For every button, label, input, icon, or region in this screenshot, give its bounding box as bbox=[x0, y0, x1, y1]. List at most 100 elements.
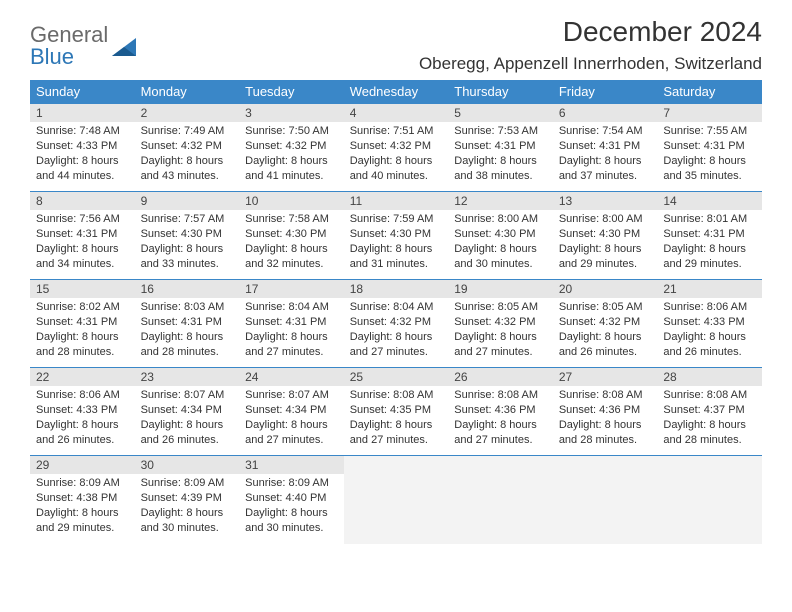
weekday-header: Saturday bbox=[657, 80, 762, 104]
calendar-cell: 8Sunrise: 7:56 AMSunset: 4:31 PMDaylight… bbox=[30, 192, 135, 280]
day-body: Sunrise: 7:58 AMSunset: 4:30 PMDaylight:… bbox=[239, 210, 344, 277]
calendar-cell: 1Sunrise: 7:48 AMSunset: 4:33 PMDaylight… bbox=[30, 104, 135, 192]
calendar-cell: 26Sunrise: 8:08 AMSunset: 4:36 PMDayligh… bbox=[448, 368, 553, 456]
day-body: Sunrise: 7:50 AMSunset: 4:32 PMDaylight:… bbox=[239, 122, 344, 189]
calendar-cell: .. bbox=[657, 456, 762, 544]
day-number: 24 bbox=[239, 368, 344, 386]
weekday-header: Monday bbox=[135, 80, 240, 104]
day-number: 26 bbox=[448, 368, 553, 386]
logo-triangle-icon bbox=[110, 32, 142, 60]
day-body: Sunrise: 7:56 AMSunset: 4:31 PMDaylight:… bbox=[30, 210, 135, 277]
calendar-cell: 4Sunrise: 7:51 AMSunset: 4:32 PMDaylight… bbox=[344, 104, 449, 192]
calendar-cell: 24Sunrise: 8:07 AMSunset: 4:34 PMDayligh… bbox=[239, 368, 344, 456]
day-body: Sunrise: 8:07 AMSunset: 4:34 PMDaylight:… bbox=[239, 386, 344, 453]
calendar-cell: 16Sunrise: 8:03 AMSunset: 4:31 PMDayligh… bbox=[135, 280, 240, 368]
calendar-cell: 15Sunrise: 8:02 AMSunset: 4:31 PMDayligh… bbox=[30, 280, 135, 368]
day-number: 14 bbox=[657, 192, 762, 210]
calendar-cell: 5Sunrise: 7:53 AMSunset: 4:31 PMDaylight… bbox=[448, 104, 553, 192]
weekday-header: Tuesday bbox=[239, 80, 344, 104]
calendar-cell: 31Sunrise: 8:09 AMSunset: 4:40 PMDayligh… bbox=[239, 456, 344, 544]
day-number: 9 bbox=[135, 192, 240, 210]
day-number: 29 bbox=[30, 456, 135, 474]
day-number: 8 bbox=[30, 192, 135, 210]
day-body: Sunrise: 7:55 AMSunset: 4:31 PMDaylight:… bbox=[657, 122, 762, 189]
day-number: 12 bbox=[448, 192, 553, 210]
calendar-cell: 25Sunrise: 8:08 AMSunset: 4:35 PMDayligh… bbox=[344, 368, 449, 456]
calendar-cell: .. bbox=[344, 456, 449, 544]
day-number: 18 bbox=[344, 280, 449, 298]
day-number: 6 bbox=[553, 104, 658, 122]
calendar-cell: .. bbox=[448, 456, 553, 544]
day-body: Sunrise: 8:06 AMSunset: 4:33 PMDaylight:… bbox=[657, 298, 762, 365]
header: General Blue December 2024 Oberegg, Appe… bbox=[30, 16, 762, 74]
weekday-header: Wednesday bbox=[344, 80, 449, 104]
calendar-cell: 12Sunrise: 8:00 AMSunset: 4:30 PMDayligh… bbox=[448, 192, 553, 280]
day-number: 16 bbox=[135, 280, 240, 298]
day-number: 21 bbox=[657, 280, 762, 298]
calendar-cell: 30Sunrise: 8:09 AMSunset: 4:39 PMDayligh… bbox=[135, 456, 240, 544]
day-body: Sunrise: 7:48 AMSunset: 4:33 PMDaylight:… bbox=[30, 122, 135, 189]
calendar-cell: 20Sunrise: 8:05 AMSunset: 4:32 PMDayligh… bbox=[553, 280, 658, 368]
calendar-cell: 3Sunrise: 7:50 AMSunset: 4:32 PMDaylight… bbox=[239, 104, 344, 192]
location: Oberegg, Appenzell Innerrhoden, Switzerl… bbox=[419, 54, 762, 74]
day-body: Sunrise: 7:51 AMSunset: 4:32 PMDaylight:… bbox=[344, 122, 449, 189]
calendar-cell: 10Sunrise: 7:58 AMSunset: 4:30 PMDayligh… bbox=[239, 192, 344, 280]
calendar-cell: 9Sunrise: 7:57 AMSunset: 4:30 PMDaylight… bbox=[135, 192, 240, 280]
calendar-row: 1Sunrise: 7:48 AMSunset: 4:33 PMDaylight… bbox=[30, 104, 762, 192]
day-body: Sunrise: 8:09 AMSunset: 4:38 PMDaylight:… bbox=[30, 474, 135, 541]
weekday-header: Friday bbox=[553, 80, 658, 104]
day-body: Sunrise: 8:04 AMSunset: 4:32 PMDaylight:… bbox=[344, 298, 449, 365]
day-body: Sunrise: 7:49 AMSunset: 4:32 PMDaylight:… bbox=[135, 122, 240, 189]
day-number: 1 bbox=[30, 104, 135, 122]
calendar-cell: 23Sunrise: 8:07 AMSunset: 4:34 PMDayligh… bbox=[135, 368, 240, 456]
day-number: 17 bbox=[239, 280, 344, 298]
day-number: 25 bbox=[344, 368, 449, 386]
day-body: Sunrise: 8:09 AMSunset: 4:40 PMDaylight:… bbox=[239, 474, 344, 541]
day-number: 2 bbox=[135, 104, 240, 122]
day-body: Sunrise: 7:57 AMSunset: 4:30 PMDaylight:… bbox=[135, 210, 240, 277]
day-body: Sunrise: 8:01 AMSunset: 4:31 PMDaylight:… bbox=[657, 210, 762, 277]
day-body: Sunrise: 8:00 AMSunset: 4:30 PMDaylight:… bbox=[448, 210, 553, 277]
day-body: Sunrise: 8:05 AMSunset: 4:32 PMDaylight:… bbox=[553, 298, 658, 365]
calendar-row: 22Sunrise: 8:06 AMSunset: 4:33 PMDayligh… bbox=[30, 368, 762, 456]
calendar-cell: 11Sunrise: 7:59 AMSunset: 4:30 PMDayligh… bbox=[344, 192, 449, 280]
calendar-table: Sunday Monday Tuesday Wednesday Thursday… bbox=[30, 80, 762, 544]
weekday-header: Thursday bbox=[448, 80, 553, 104]
day-number: 22 bbox=[30, 368, 135, 386]
logo-word-blue: Blue bbox=[30, 44, 74, 69]
calendar-cell: 6Sunrise: 7:54 AMSunset: 4:31 PMDaylight… bbox=[553, 104, 658, 192]
day-body: Sunrise: 8:05 AMSunset: 4:32 PMDaylight:… bbox=[448, 298, 553, 365]
calendar-cell: 14Sunrise: 8:01 AMSunset: 4:31 PMDayligh… bbox=[657, 192, 762, 280]
day-body: Sunrise: 8:03 AMSunset: 4:31 PMDaylight:… bbox=[135, 298, 240, 365]
weekday-header-row: Sunday Monday Tuesday Wednesday Thursday… bbox=[30, 80, 762, 104]
calendar-cell: 28Sunrise: 8:08 AMSunset: 4:37 PMDayligh… bbox=[657, 368, 762, 456]
calendar-cell: .. bbox=[553, 456, 658, 544]
calendar-page: General Blue December 2024 Oberegg, Appe… bbox=[0, 0, 792, 544]
day-body: Sunrise: 7:59 AMSunset: 4:30 PMDaylight:… bbox=[344, 210, 449, 277]
day-body: Sunrise: 8:08 AMSunset: 4:36 PMDaylight:… bbox=[553, 386, 658, 453]
month-title: December 2024 bbox=[419, 16, 762, 48]
day-number: 27 bbox=[553, 368, 658, 386]
day-body: Sunrise: 8:00 AMSunset: 4:30 PMDaylight:… bbox=[553, 210, 658, 277]
day-body: Sunrise: 8:06 AMSunset: 4:33 PMDaylight:… bbox=[30, 386, 135, 453]
day-number: 20 bbox=[553, 280, 658, 298]
calendar-cell: 29Sunrise: 8:09 AMSunset: 4:38 PMDayligh… bbox=[30, 456, 135, 544]
calendar-cell: 7Sunrise: 7:55 AMSunset: 4:31 PMDaylight… bbox=[657, 104, 762, 192]
weekday-header: Sunday bbox=[30, 80, 135, 104]
logo: General Blue bbox=[30, 24, 142, 68]
day-body: Sunrise: 8:08 AMSunset: 4:35 PMDaylight:… bbox=[344, 386, 449, 453]
day-body: Sunrise: 8:07 AMSunset: 4:34 PMDaylight:… bbox=[135, 386, 240, 453]
day-number: 30 bbox=[135, 456, 240, 474]
day-body: Sunrise: 8:08 AMSunset: 4:36 PMDaylight:… bbox=[448, 386, 553, 453]
calendar-row: 15Sunrise: 8:02 AMSunset: 4:31 PMDayligh… bbox=[30, 280, 762, 368]
day-body: Sunrise: 8:02 AMSunset: 4:31 PMDaylight:… bbox=[30, 298, 135, 365]
day-number: 7 bbox=[657, 104, 762, 122]
calendar-body: 1Sunrise: 7:48 AMSunset: 4:33 PMDaylight… bbox=[30, 104, 762, 544]
day-number: 23 bbox=[135, 368, 240, 386]
calendar-row: 8Sunrise: 7:56 AMSunset: 4:31 PMDaylight… bbox=[30, 192, 762, 280]
calendar-cell: 21Sunrise: 8:06 AMSunset: 4:33 PMDayligh… bbox=[657, 280, 762, 368]
day-number: 19 bbox=[448, 280, 553, 298]
title-block: December 2024 Oberegg, Appenzell Innerrh… bbox=[419, 16, 762, 74]
day-body: Sunrise: 8:08 AMSunset: 4:37 PMDaylight:… bbox=[657, 386, 762, 453]
day-number: 5 bbox=[448, 104, 553, 122]
